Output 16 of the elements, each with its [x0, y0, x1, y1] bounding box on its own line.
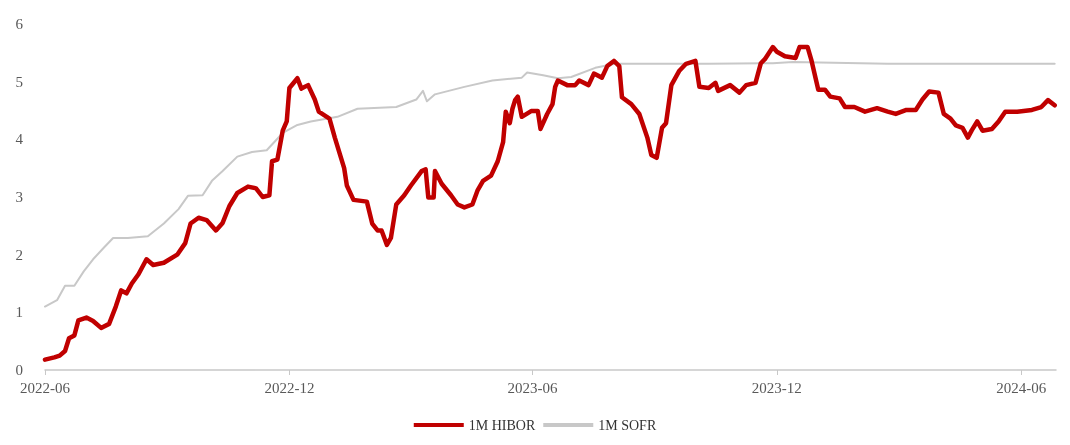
- x-tick-label: 2024-06: [996, 379, 1047, 396]
- y-tick-label: 3: [15, 189, 23, 205]
- x-tick-label: 2023-12: [751, 379, 802, 396]
- y-tick-label: 1: [15, 304, 23, 321]
- y-tick-label: 4: [15, 131, 24, 148]
- line-series: [44, 61, 1056, 308]
- x-tick-label: 2022-06: [20, 379, 71, 396]
- y-tick-label: 5: [15, 73, 23, 90]
- legend-label: 1M HIBOR: [468, 417, 536, 433]
- y-tick-label: 2: [15, 246, 23, 263]
- x-tick-label: 2022-12: [264, 379, 315, 396]
- legend-label: 1M SOFR: [598, 417, 657, 433]
- x-tick-label: 2023-06: [507, 379, 558, 396]
- y-tick-label: 0: [15, 362, 23, 378]
- line-series: [42, 44, 1057, 362]
- y-tick-label: 6: [15, 16, 24, 32]
